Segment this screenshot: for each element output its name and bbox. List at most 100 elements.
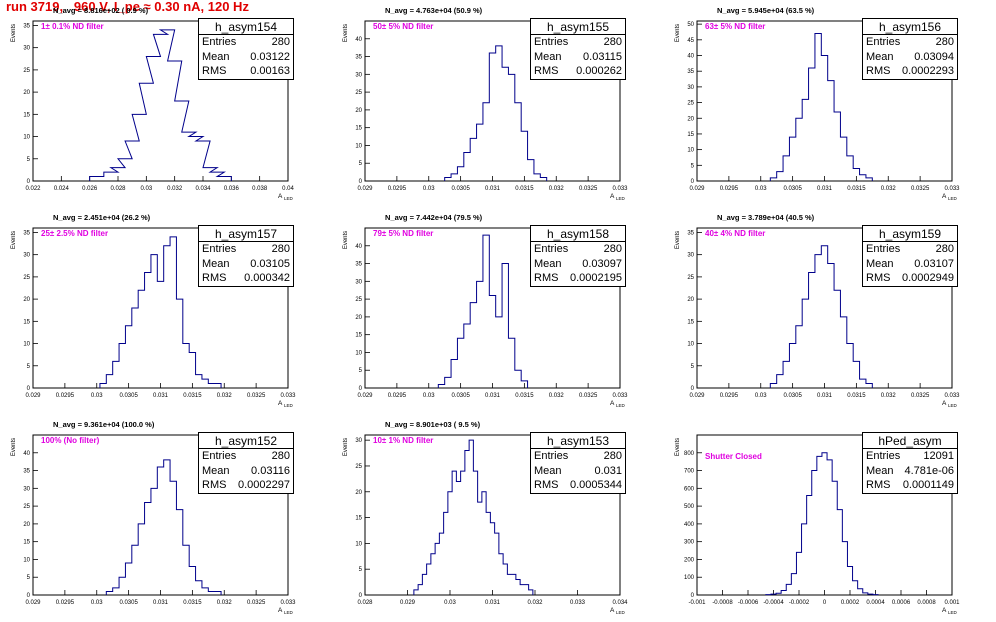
stat-rms: RMS 0.0002293 — [863, 64, 957, 79]
histogram-bin — [777, 375, 783, 388]
histogram-bin — [489, 296, 495, 388]
x-tick-label: 0.034 — [195, 186, 211, 192]
x-tick-label: 0.031 — [485, 393, 501, 399]
stats-box: h_asym157 Entries 280 Mean 0.03105 RMS 0.00034… — [198, 225, 294, 287]
filter-note: 50± 5% ND filter — [373, 22, 433, 31]
histogram-bin — [507, 574, 511, 595]
histogram-bin — [502, 67, 508, 181]
histogram-plot: 0.029 0.0295 0.03 0.0305 0.031 0.0315 0.032 0.0… — [11, 420, 296, 615]
stat-value: 0.0005344 — [570, 479, 622, 491]
x-tick-label: 0.033 — [944, 186, 960, 192]
histogram-bin — [815, 34, 821, 181]
stats-box: h_asym152 Entries 280 Mean 0.03116 RMS 0.00022… — [198, 432, 294, 494]
y-tick-label: 40 — [355, 244, 362, 250]
x-tick-label: 0.03 — [755, 393, 767, 399]
x-tick-label: 0.0295 — [720, 186, 739, 192]
histogram-bin — [448, 492, 452, 595]
y-tick-label: 5 — [27, 364, 31, 370]
histogram-bin — [145, 272, 151, 388]
stat-entries: Entries 280 — [531, 449, 625, 464]
histogram-bin — [828, 81, 834, 181]
histogram-name: h_asym154 — [199, 19, 293, 35]
stat-entries: Entries 280 — [531, 242, 625, 257]
filter-note: 79± 5% ND filter — [373, 229, 433, 238]
histogram-bin — [786, 584, 791, 595]
navg-label: N_avg = 3.789e+04 (40.5 %) — [717, 213, 815, 222]
x-tick-label: 0.028 — [110, 186, 126, 192]
histogram-bin — [202, 379, 208, 388]
y-tick-label: 5 — [27, 575, 31, 581]
x-tick-label: -0.001 — [688, 600, 706, 606]
y-tick-label: 10 — [23, 342, 30, 348]
histogram-bin — [776, 593, 781, 595]
stat-value: 0.03094 — [914, 50, 954, 63]
y-tick-label: 20 — [687, 297, 694, 303]
histogram-bin — [822, 453, 827, 595]
histogram-bin — [189, 352, 195, 388]
histogram-bin — [451, 360, 457, 388]
histogram-bin — [796, 118, 802, 181]
stat-rms: RMS 0.0002949 — [863, 271, 957, 286]
histogram-bin — [125, 563, 131, 595]
x-tick-label: 0.0325 — [247, 393, 266, 399]
histogram-bin — [473, 471, 477, 595]
y-tick-label: 200 — [684, 557, 695, 563]
x-tick-label: 0.032 — [549, 186, 565, 192]
histogram-panel: 0.029 0.0295 0.03 0.0305 0.031 0.0315 0.032 0.0… — [664, 0, 994, 207]
histogram-bin — [524, 585, 528, 595]
histogram-bin — [486, 512, 490, 595]
y-tick-label: 35 — [355, 55, 362, 61]
x-tick-label: 0.038 — [252, 186, 268, 192]
histogram-bin — [445, 377, 451, 388]
x-tick-label: 0.031 — [153, 600, 169, 606]
histogram-bin — [515, 370, 521, 388]
histogram-bin — [119, 344, 125, 388]
x-tick-label: 0.024 — [54, 186, 70, 192]
histogram-bin — [496, 46, 502, 181]
x-tick-label: 0.03 — [91, 600, 103, 606]
histogram-bin — [495, 533, 499, 595]
x-axis-label-sub: LED — [616, 196, 626, 201]
histogram-bin — [465, 450, 469, 595]
y-axis-label: Events — [11, 438, 17, 456]
x-tick-label: 0.001 — [944, 600, 960, 606]
histogram-plot: -0.001 -0.0008 -0.0006 -0.0004 -0.0002 0 0.000… — [675, 434, 960, 615]
stat-label: RMS — [534, 479, 559, 491]
x-tick-label: 0.03 — [444, 600, 456, 606]
histogram-bin — [482, 492, 486, 595]
histogram-bin — [789, 137, 795, 181]
histogram-bin — [802, 299, 808, 388]
y-tick-label: 15 — [355, 516, 362, 522]
navg-label: N_avg = 8.816e+02 ( 0.9 %) — [53, 6, 149, 15]
histogram-bin — [196, 581, 202, 595]
histogram-bin — [490, 523, 494, 595]
stat-value: 280 — [603, 36, 622, 48]
x-tick-label: 0.0006 — [892, 600, 911, 606]
stat-label: RMS — [866, 65, 891, 77]
x-tick-label: 0.04 — [282, 186, 294, 192]
stat-value: 0.03115 — [583, 50, 622, 63]
histogram-bin — [477, 124, 483, 181]
x-tick-label: 0.029 — [400, 600, 416, 606]
histogram-bin — [789, 344, 795, 388]
histogram-bin — [477, 281, 483, 388]
histogram-bin — [512, 574, 516, 595]
stat-rms: RMS 0.00163 — [199, 64, 293, 79]
y-tick-label: 30 — [355, 72, 362, 78]
histogram-bin — [770, 178, 776, 181]
histogram-bin — [807, 495, 812, 595]
y-tick-label: 15 — [355, 333, 362, 339]
x-tick-label: 0.029 — [357, 393, 373, 399]
histogram-bin — [106, 591, 112, 595]
stat-value: 280 — [935, 243, 954, 255]
x-tick-label: 0.03 — [140, 186, 152, 192]
histogram-panel: 0.028 0.029 0.03 0.031 0.032 0.033 0.034 0 5 10 15… — [332, 414, 662, 621]
stat-label: RMS — [202, 272, 227, 284]
histogram-bin — [189, 567, 195, 595]
histogram-bin — [119, 577, 125, 595]
x-tick-label: 0.0305 — [119, 393, 138, 399]
histogram-bin — [132, 308, 138, 388]
histogram-bin — [502, 264, 508, 388]
histogram-bin — [183, 344, 189, 388]
stat-value: 280 — [603, 450, 622, 462]
